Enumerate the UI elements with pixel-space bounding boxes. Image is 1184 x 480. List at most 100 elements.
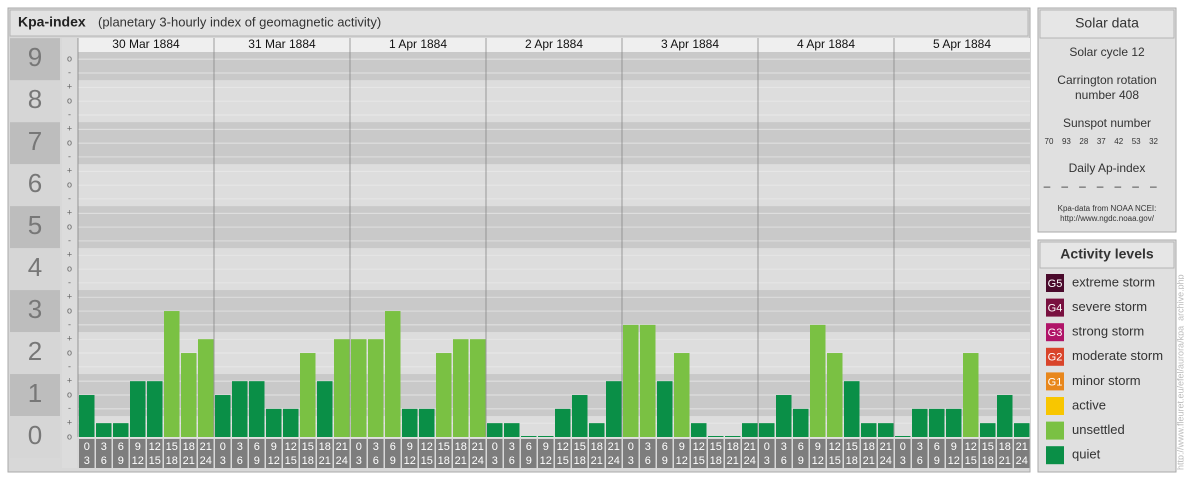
- ap-value: –: [1061, 179, 1068, 193]
- hour-label: 9: [526, 455, 532, 467]
- date-label: 3 Apr 1884: [661, 37, 719, 51]
- hour-label: 21: [608, 441, 620, 453]
- bar: [623, 324, 639, 437]
- y-tick-label: 2: [28, 336, 42, 366]
- bar: [300, 353, 316, 437]
- hour-label: 24: [336, 455, 348, 467]
- date-label: 31 Mar 1884: [248, 37, 316, 51]
- minor-tick-label: -: [68, 151, 71, 161]
- hour-box: [147, 439, 163, 468]
- bar: [147, 381, 163, 437]
- hour-box: [793, 439, 809, 468]
- hour-label: 3: [645, 441, 651, 453]
- hour-label: 3: [628, 455, 634, 467]
- hour-label: 18: [727, 441, 739, 453]
- y-tick-label: 9: [28, 42, 42, 72]
- minor-tick-label: +: [67, 124, 72, 134]
- hour-label: 15: [166, 441, 178, 453]
- bar: [130, 381, 146, 437]
- minor-column: [62, 38, 77, 468]
- hour-label: 6: [373, 455, 379, 467]
- bar: [504, 423, 520, 437]
- hour-box: [79, 439, 95, 468]
- hour-label: 9: [662, 455, 668, 467]
- hour-label: 21: [472, 441, 484, 453]
- hour-label: 24: [1016, 455, 1028, 467]
- legend-label: strong storm: [1072, 324, 1144, 339]
- hour-label: 18: [302, 455, 314, 467]
- hour-box: [844, 439, 860, 468]
- hour-box: [946, 439, 962, 468]
- level-cell: [10, 80, 60, 123]
- hour-label: 6: [254, 441, 260, 453]
- legend-code: G2: [1048, 352, 1063, 364]
- bar: [657, 381, 673, 437]
- hour-box: [368, 439, 384, 468]
- minor-tick-label: +: [67, 334, 72, 344]
- hour-box: [878, 439, 894, 468]
- hour-label: 9: [934, 455, 940, 467]
- hour-label: 15: [285, 455, 297, 467]
- hour-label: 15: [829, 455, 841, 467]
- hour-label: 9: [390, 455, 396, 467]
- y-tick-label: 5: [28, 210, 42, 240]
- bar: [725, 436, 741, 437]
- hour-label: 0: [84, 441, 90, 453]
- hour-label: 15: [693, 455, 705, 467]
- hour-box: [674, 439, 690, 468]
- bar: [606, 381, 622, 437]
- hour-label: 9: [798, 455, 804, 467]
- minor-tick-label: +: [67, 82, 72, 92]
- hour-box: [742, 439, 758, 468]
- bar: [164, 311, 180, 437]
- hour-label: 9: [254, 455, 260, 467]
- bar: [538, 436, 554, 437]
- hour-label: 18: [455, 441, 467, 453]
- bar: [334, 339, 350, 437]
- source: http://www.ngdc.noaa.gov/: [1060, 214, 1155, 223]
- bar: [997, 395, 1013, 437]
- y-tick-label: 1: [28, 378, 42, 408]
- hour-label: 9: [951, 441, 957, 453]
- hour-label: 0: [356, 441, 362, 453]
- hour-label: 18: [319, 441, 331, 453]
- hour-label: 12: [829, 441, 841, 453]
- bar: [232, 381, 248, 437]
- legend-swatch: [1046, 397, 1064, 415]
- legend-code: G5: [1048, 278, 1063, 290]
- hour-label: 6: [526, 441, 532, 453]
- bar: [351, 339, 367, 437]
- minor-tick-label: -: [68, 193, 71, 203]
- hour-label: 12: [812, 455, 824, 467]
- ap-label: Daily Ap-index: [1069, 161, 1146, 175]
- bar: [555, 408, 571, 437]
- bar: [215, 395, 231, 437]
- hour-label: 0: [764, 441, 770, 453]
- hour-label: 6: [237, 455, 243, 467]
- minor-tick-label: -: [68, 361, 71, 371]
- hour-label: 6: [798, 441, 804, 453]
- minor-tick-label: -: [68, 235, 71, 245]
- bar: [266, 408, 282, 437]
- minor-tick-label: +: [67, 166, 72, 176]
- hour-label: 6: [781, 455, 787, 467]
- hour-label: 15: [302, 441, 314, 453]
- legend-swatch: [1046, 421, 1064, 440]
- bar: [198, 339, 214, 437]
- y-tick-label: 8: [28, 84, 42, 114]
- solar-panel: [1037, 7, 1177, 233]
- y-tick-label: 6: [28, 168, 42, 198]
- level-cell: [10, 122, 60, 165]
- bar: [589, 423, 605, 437]
- legend-code: G1: [1048, 376, 1063, 388]
- hour-box: [708, 439, 724, 468]
- hour-label: 24: [744, 455, 756, 467]
- hour-label: 12: [404, 455, 416, 467]
- hour-label: 15: [965, 455, 977, 467]
- hour-label: 18: [982, 455, 994, 467]
- level-cell: [10, 290, 60, 333]
- legend-label: active: [1072, 397, 1106, 412]
- hour-label: 18: [166, 455, 178, 467]
- hour-label: 12: [557, 441, 569, 453]
- solar-header: [1039, 9, 1175, 39]
